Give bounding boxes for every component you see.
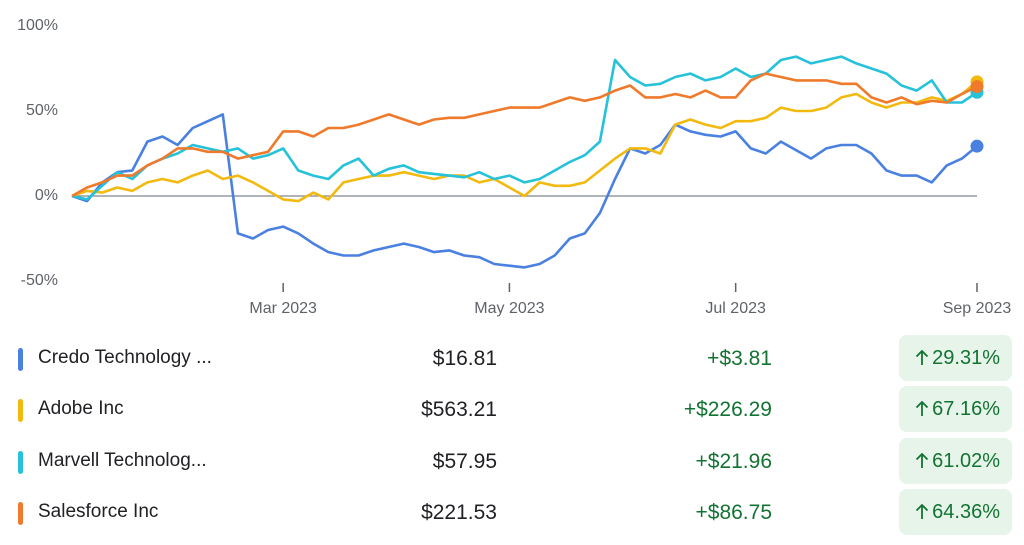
y-tick-label: -50%	[21, 272, 58, 289]
legend-label: Credo Technology ...	[38, 347, 212, 368]
up-arrow	[916, 504, 929, 519]
up-arrow	[916, 350, 929, 365]
price: $16.81	[432, 347, 497, 370]
percent-change: 67.16%	[899, 386, 1012, 432]
price: $221.53	[421, 501, 497, 524]
percent-change: 64.36%	[899, 489, 1012, 535]
percent-change: 61.02%	[899, 438, 1012, 484]
series-line	[71, 80, 978, 203]
legend-label: Adobe Inc	[38, 398, 124, 419]
legend-label: Marvell Technolog...	[38, 450, 207, 471]
y-tick-label: 100%	[17, 17, 58, 34]
table-row[interactable]: Marvell Technolog... $57.95 +$21.96 61.02%	[0, 438, 1024, 486]
percent-text: 64.36%	[932, 500, 1000, 523]
price-change: +$21.96	[695, 450, 773, 473]
x-tick-label: May 2023	[474, 300, 544, 317]
up-arrow	[916, 401, 929, 416]
legend-swatch	[18, 502, 23, 525]
price-change: +$86.75	[695, 501, 773, 524]
y-tick-label: 0%	[35, 187, 58, 204]
x-tick-label: Sep 2023	[943, 300, 1012, 317]
legend-swatch	[18, 399, 23, 422]
table-row[interactable]: Credo Technology ... $16.81 +$3.81 29.31%	[0, 335, 1024, 383]
series-line	[71, 55, 978, 201]
percent-text: 29.31%	[932, 346, 1000, 369]
end-point	[970, 80, 984, 94]
x-tick-label: Jul 2023	[705, 300, 766, 317]
x-tick-label: Mar 2023	[249, 300, 317, 317]
up-arrow	[916, 453, 929, 468]
percent-text: 67.16%	[932, 397, 1000, 420]
table-row[interactable]: Salesforce Inc $221.53 +$86.75 64.36%	[0, 489, 1024, 537]
series-line	[71, 113, 978, 269]
percent-change: 29.31%	[899, 335, 1012, 381]
chart: -50% 0% 50% 100% Mar 2023 May 2023 Jul 2023 Sep…	[17, 17, 1012, 317]
percent-text: 61.02%	[932, 449, 1000, 472]
series-line	[71, 72, 978, 198]
price: $563.21	[421, 398, 497, 421]
legend-swatch	[18, 451, 23, 474]
table-row[interactable]: Adobe Inc $563.21 +$226.29 67.16%	[0, 386, 1024, 434]
price-change: +$3.81	[707, 347, 772, 370]
y-tick-label: 50%	[26, 102, 58, 119]
price-change: +$226.29	[683, 398, 772, 421]
legend-swatch	[18, 348, 23, 371]
legend-label: Salesforce Inc	[38, 501, 159, 522]
end-point	[970, 139, 984, 153]
price: $57.95	[432, 450, 497, 473]
